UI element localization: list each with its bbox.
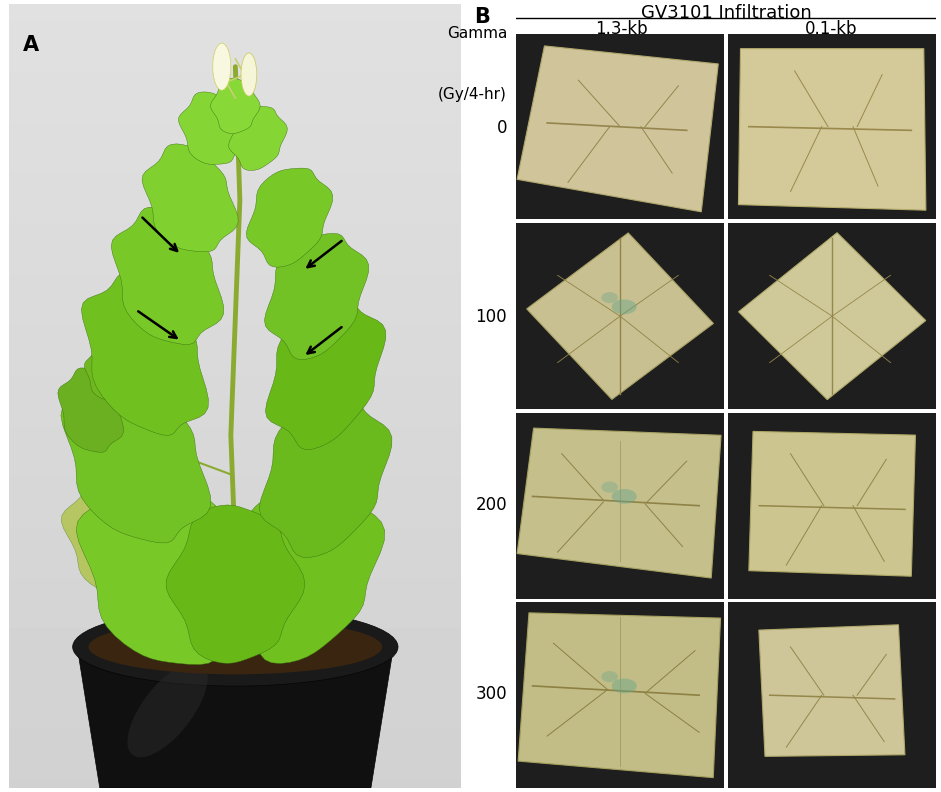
Polygon shape xyxy=(739,233,926,400)
Ellipse shape xyxy=(213,43,231,90)
Polygon shape xyxy=(61,474,183,596)
Polygon shape xyxy=(61,368,211,543)
Ellipse shape xyxy=(88,619,382,674)
Text: 0: 0 xyxy=(497,119,507,137)
Polygon shape xyxy=(758,625,905,756)
Polygon shape xyxy=(221,481,385,664)
Polygon shape xyxy=(211,78,261,134)
Polygon shape xyxy=(82,273,209,436)
Polygon shape xyxy=(518,46,718,211)
Polygon shape xyxy=(142,144,238,252)
Polygon shape xyxy=(749,432,916,577)
Polygon shape xyxy=(260,398,391,558)
Polygon shape xyxy=(247,168,333,267)
Text: 1.3-kb: 1.3-kb xyxy=(595,20,647,38)
Text: 100: 100 xyxy=(475,307,507,326)
Ellipse shape xyxy=(127,662,208,757)
Text: GV3101 Infiltration: GV3101 Infiltration xyxy=(641,4,811,22)
Ellipse shape xyxy=(612,489,637,504)
Polygon shape xyxy=(77,647,393,788)
Text: 200: 200 xyxy=(475,497,507,514)
Ellipse shape xyxy=(601,671,618,682)
Text: B: B xyxy=(474,6,490,27)
Ellipse shape xyxy=(612,679,637,693)
Text: (Gy/4-hr): (Gy/4-hr) xyxy=(439,86,507,101)
Polygon shape xyxy=(111,208,224,345)
Polygon shape xyxy=(264,234,369,360)
Polygon shape xyxy=(85,344,134,400)
Ellipse shape xyxy=(601,482,618,493)
Polygon shape xyxy=(265,300,386,450)
Polygon shape xyxy=(229,106,287,170)
Polygon shape xyxy=(518,428,721,578)
Polygon shape xyxy=(527,233,713,399)
Polygon shape xyxy=(739,48,926,210)
Ellipse shape xyxy=(72,607,398,686)
Ellipse shape xyxy=(241,53,257,96)
Polygon shape xyxy=(57,368,123,452)
Text: 0.1-kb: 0.1-kb xyxy=(805,20,857,38)
Text: 300: 300 xyxy=(475,685,507,703)
Polygon shape xyxy=(518,613,721,778)
Polygon shape xyxy=(167,505,305,664)
Ellipse shape xyxy=(601,292,618,303)
Ellipse shape xyxy=(612,299,637,314)
Text: A: A xyxy=(23,36,40,55)
Text: Gamma: Gamma xyxy=(447,26,507,41)
Polygon shape xyxy=(179,92,247,165)
Polygon shape xyxy=(76,464,259,664)
